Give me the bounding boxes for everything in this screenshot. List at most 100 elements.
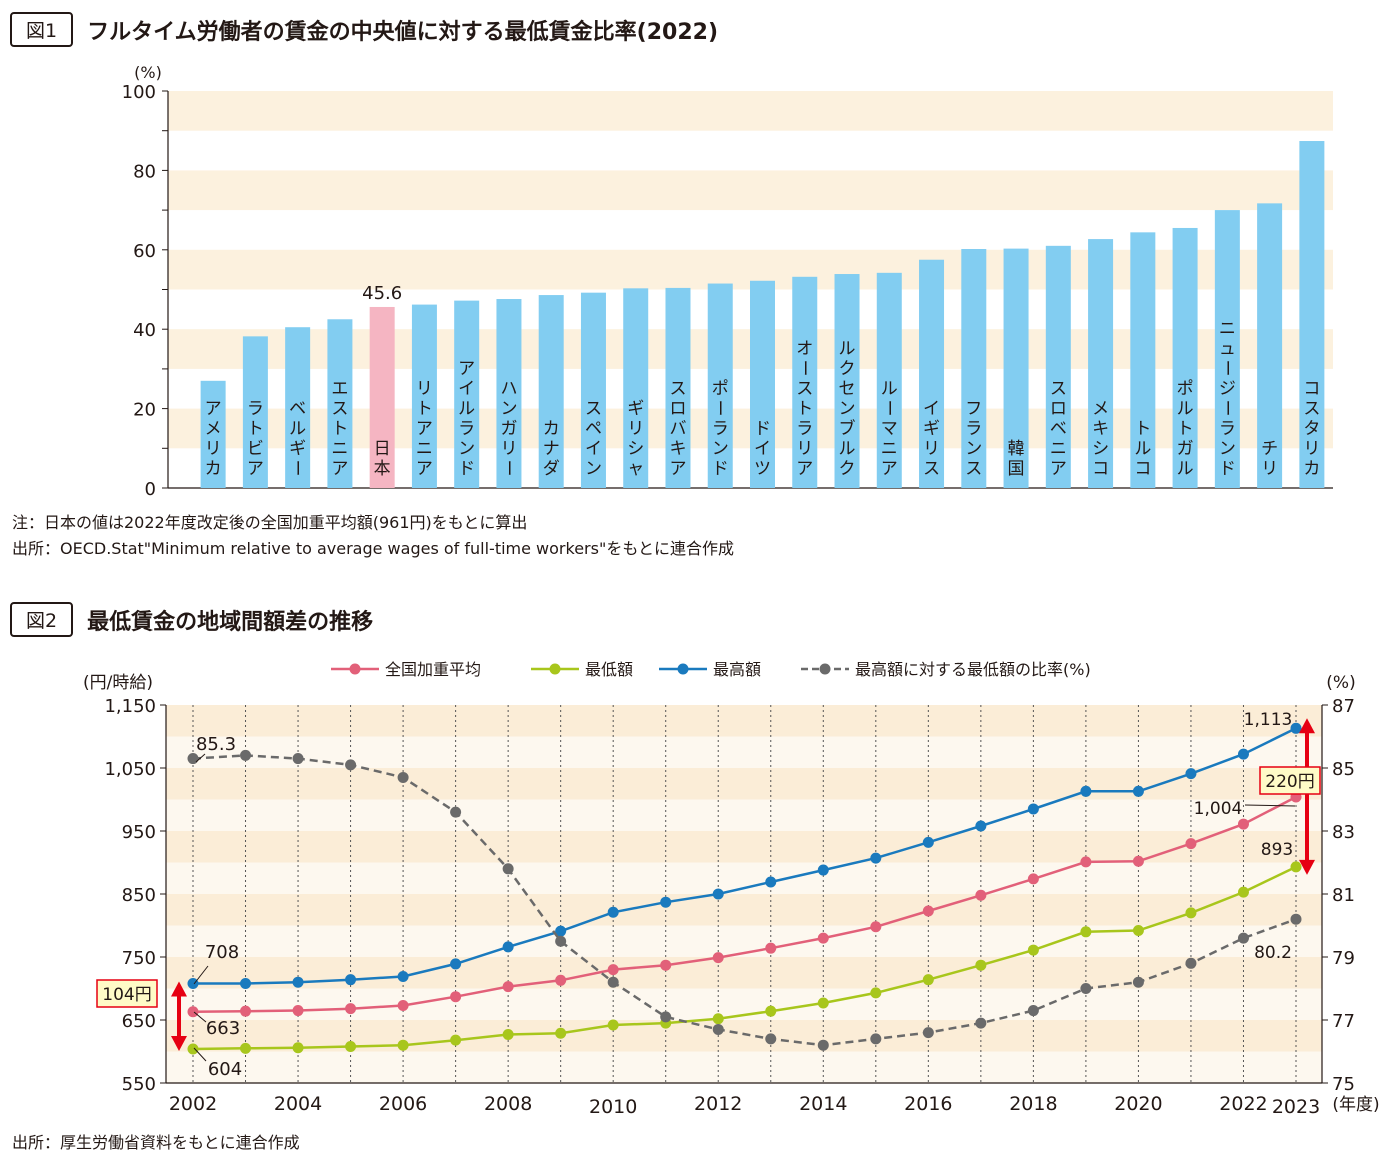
bar-category-char: ン <box>839 399 856 419</box>
bar-category-char: ビ <box>247 439 264 459</box>
data-point <box>1237 932 1249 944</box>
data-point <box>1027 944 1039 956</box>
bar-category-char: キ <box>1092 419 1109 439</box>
bar-category-char: ン <box>712 439 729 459</box>
bar-category-char: リ <box>796 439 813 459</box>
grid-band <box>168 170 1333 211</box>
y-tick-label: 20 <box>133 400 156 421</box>
data-point <box>1290 722 1302 734</box>
gap-label-2002: 104円 <box>102 985 151 1005</box>
y2-tick-label: 81 <box>1332 885 1355 906</box>
bar-category-char: ド <box>754 419 771 439</box>
y-tick-label: 100 <box>122 82 156 103</box>
y-tick-label: 1,050 <box>104 759 156 780</box>
y-tick-label: 80 <box>133 161 156 182</box>
bar-category-char: ン <box>965 439 982 459</box>
legend-marker <box>549 663 561 675</box>
bar-category-char: バ <box>669 419 686 439</box>
bar-category-char: ロ <box>669 399 686 419</box>
bar-category-char: ド <box>1219 459 1236 479</box>
figure1-source-line: 出所：OECD.Stat"Minimum relative to average… <box>12 539 734 558</box>
data-point <box>1080 856 1092 868</box>
bar-category-char: ー <box>794 360 814 377</box>
bar-category-char: ニ <box>416 439 433 459</box>
leader-line <box>195 753 206 763</box>
bar-category-char: セ <box>839 379 856 399</box>
bar-category-char: ル <box>881 379 898 399</box>
grid-band <box>166 831 1322 863</box>
data-point <box>502 941 514 953</box>
data-point <box>1185 957 1197 969</box>
bar-category-char: オ <box>796 339 813 359</box>
bar <box>876 272 902 488</box>
data-point <box>555 974 567 986</box>
leader-line <box>193 965 209 985</box>
x-tick-label: 2010 <box>589 1096 637 1118</box>
bar-category-char: ル <box>839 439 856 459</box>
data-point <box>1080 785 1092 797</box>
bar-category-char: ラ <box>796 419 813 439</box>
data-point <box>870 852 882 864</box>
data-point <box>1185 907 1197 919</box>
gap-label-box-2002 <box>96 979 158 1008</box>
data-point <box>397 1039 409 1051</box>
figure1-header: 図1 フルタイム労働者の賃金の中央値に対する最低賃金比率(2022) <box>10 12 718 47</box>
legend-label: 最低額 <box>585 660 633 679</box>
data-point <box>397 1000 409 1012</box>
bar-category-char: ラ <box>247 399 264 419</box>
legend-marker <box>677 663 689 675</box>
bar-category-char: ポ <box>1177 379 1194 399</box>
y-tick-label: 850 <box>122 885 156 906</box>
x-tick-label: 2018 <box>1009 1093 1057 1115</box>
grid-band <box>166 705 1322 737</box>
bar-category-char: ス <box>585 399 602 419</box>
bar <box>1257 203 1283 488</box>
data-point <box>975 820 987 832</box>
bar <box>454 300 480 488</box>
bar-category-char: ル <box>839 339 856 359</box>
legend-label: 全国加重平均 <box>385 660 481 679</box>
bar-category-char: リ <box>500 439 517 459</box>
bar <box>961 249 987 488</box>
bar-category-char: カ <box>543 419 560 439</box>
bar-category-char: ブ <box>839 418 856 439</box>
bar <box>750 280 775 488</box>
bar <box>1045 245 1071 488</box>
bar-category-char: ニ <box>1219 319 1236 339</box>
annotation-end-high: 1,113 <box>1244 710 1293 730</box>
bar-category-char: カ <box>1303 459 1320 479</box>
data-point <box>870 921 882 933</box>
x-tick-label: 2008 <box>484 1093 532 1115</box>
data-point <box>922 836 934 848</box>
bar-category-char: ド <box>712 459 729 479</box>
bar-category-char: ベ <box>1050 419 1067 439</box>
bar-category-char: ル <box>1177 399 1194 419</box>
x-tick-label: 2020 <box>1114 1093 1162 1115</box>
series-line <box>192 754 1297 1047</box>
gap-arrow-2023-head-up <box>1299 718 1315 734</box>
bar-category-char: ラ <box>965 419 982 439</box>
bar-category-char: ダ <box>543 459 560 479</box>
data-point <box>765 942 777 954</box>
bar-category-char: ペ <box>585 419 602 439</box>
data-point <box>1080 983 1092 994</box>
bar-category-label-group: ドイツ <box>754 419 771 479</box>
data-point <box>660 959 672 971</box>
data-point <box>502 981 514 993</box>
leader-line <box>1244 804 1296 807</box>
bar-category-char: ー <box>1216 360 1236 377</box>
bar-category-char: ア <box>796 459 813 479</box>
bar-category-char: カ <box>205 459 222 479</box>
data-point <box>1132 925 1144 937</box>
y2-axis-unit: (%) <box>1326 673 1355 693</box>
